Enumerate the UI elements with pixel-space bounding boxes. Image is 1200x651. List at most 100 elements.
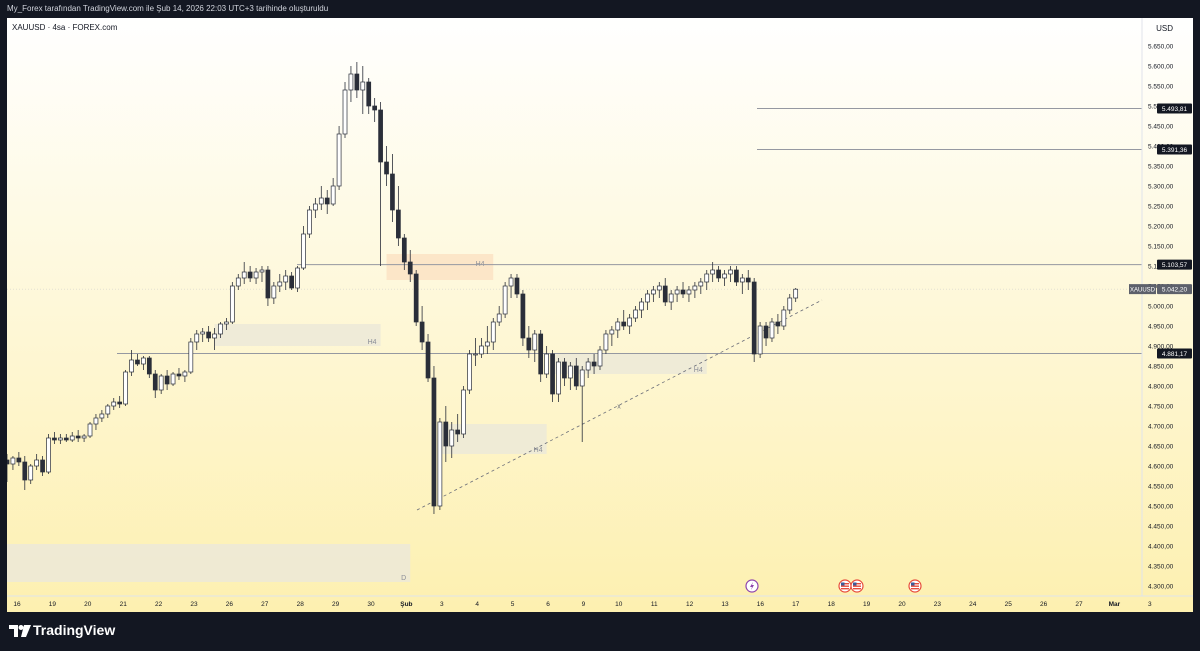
flag-stripe xyxy=(853,585,861,587)
x-tick-label: Şub xyxy=(400,601,412,608)
candle-body-down xyxy=(7,459,10,465)
y-tick-label: 4.550,00 xyxy=(1148,484,1174,491)
currency-label[interactable]: USD xyxy=(1156,24,1173,33)
candle xyxy=(111,398,117,410)
candle-body-up xyxy=(674,289,680,295)
candle xyxy=(484,326,490,354)
candle-body-down xyxy=(591,361,597,367)
candle xyxy=(342,82,348,138)
candle xyxy=(502,282,508,318)
candle xyxy=(609,326,615,346)
candle xyxy=(692,282,698,298)
chart-background xyxy=(7,18,1193,612)
candle xyxy=(253,268,259,284)
flag-stripe xyxy=(911,583,919,585)
candle xyxy=(722,270,727,286)
candle xyxy=(152,370,158,398)
y-tick-label: 5.300,00 xyxy=(1148,184,1174,191)
x-tick-label: 28 xyxy=(297,601,305,608)
candle xyxy=(496,306,502,326)
x-tick-label: 16 xyxy=(13,601,21,608)
events-layer xyxy=(745,579,922,593)
candle xyxy=(627,314,633,334)
x-tick-label: 25 xyxy=(1005,601,1013,608)
y-tick-label: 5.000,00 xyxy=(1148,304,1174,311)
candle-body-down xyxy=(621,321,627,327)
price-tag-box xyxy=(1157,144,1192,155)
candle-body-up xyxy=(295,267,300,289)
candle xyxy=(556,358,561,402)
candle xyxy=(241,262,247,284)
candle-body-down xyxy=(396,209,401,239)
candle-body-up xyxy=(615,321,621,331)
candle-body-up xyxy=(757,325,763,355)
candle xyxy=(662,278,668,306)
candle xyxy=(87,422,93,438)
candle-body-down xyxy=(538,333,544,375)
candle-body-down xyxy=(176,373,182,377)
y-tick-label: 5.550,00 xyxy=(1148,84,1174,91)
candle xyxy=(360,66,366,114)
x-tick-label: 20 xyxy=(84,601,92,608)
candle-body-up xyxy=(218,323,223,335)
candle xyxy=(787,294,793,314)
lightning-event-icon[interactable] xyxy=(745,579,759,593)
candle-body-down xyxy=(431,377,437,507)
candle xyxy=(710,262,716,282)
candle xyxy=(508,274,514,298)
candle xyxy=(354,62,360,98)
candle xyxy=(734,266,739,286)
price-tags-layer: 5.493,81 5.391,36 5.103,57 4.881,17 5.042,20… xyxy=(1129,103,1192,359)
x-tick-label: 3 xyxy=(1148,601,1152,608)
x-tick-label: 30 xyxy=(367,601,375,608)
symbol-tag-text: XAUUSD xyxy=(1130,288,1156,294)
candle xyxy=(538,330,544,382)
candle-body-down xyxy=(401,237,407,263)
candle-body-up xyxy=(567,365,573,379)
candle-body-up xyxy=(668,293,674,303)
zone-label: H4 xyxy=(368,339,377,346)
candle xyxy=(686,286,692,302)
candle-body-down xyxy=(354,73,360,91)
candle-body-down xyxy=(52,437,57,441)
candle xyxy=(520,290,526,346)
candle-body-up xyxy=(633,309,638,319)
us-flag-event-icon[interactable] xyxy=(850,579,864,593)
candle xyxy=(69,432,75,442)
candle xyxy=(164,370,170,390)
us-flag-event-icon[interactable] xyxy=(838,579,852,593)
candle xyxy=(34,454,39,470)
zone-box xyxy=(552,354,707,374)
candle-body-up xyxy=(656,285,662,291)
candle-body-up xyxy=(342,89,348,135)
candle xyxy=(413,270,419,326)
candle-body-down xyxy=(40,459,45,473)
candle xyxy=(81,434,87,442)
candle-body-up xyxy=(449,429,455,447)
candle xyxy=(656,282,662,298)
candle-body-up xyxy=(253,271,259,279)
price-tag-text: 5.103,57 xyxy=(1162,262,1188,269)
y-tick-label: 4.850,00 xyxy=(1148,364,1174,371)
symbol-legend[interactable]: XAUUSD · 4sa · FOREX.com xyxy=(12,23,118,32)
candle-body-up xyxy=(182,371,188,377)
y-tick-label: 4.950,00 xyxy=(1148,324,1174,331)
candle-body-down xyxy=(146,357,152,375)
us-flag-event-icon[interactable] xyxy=(908,579,922,593)
candle-body-down xyxy=(716,269,721,279)
candle-body-down xyxy=(573,365,579,387)
candle-body-up xyxy=(170,373,176,385)
candle xyxy=(58,434,63,444)
x-tick-label: Mar xyxy=(1109,601,1121,608)
candle-body-down xyxy=(75,435,81,439)
flag-stripe xyxy=(841,583,849,585)
candle-body-down xyxy=(734,269,739,283)
candle xyxy=(597,346,603,370)
x-tick-label: 22 xyxy=(155,601,163,608)
candle-body-up xyxy=(556,361,561,395)
x-tick-label: 6 xyxy=(546,601,550,608)
candle-body-up xyxy=(781,309,787,327)
